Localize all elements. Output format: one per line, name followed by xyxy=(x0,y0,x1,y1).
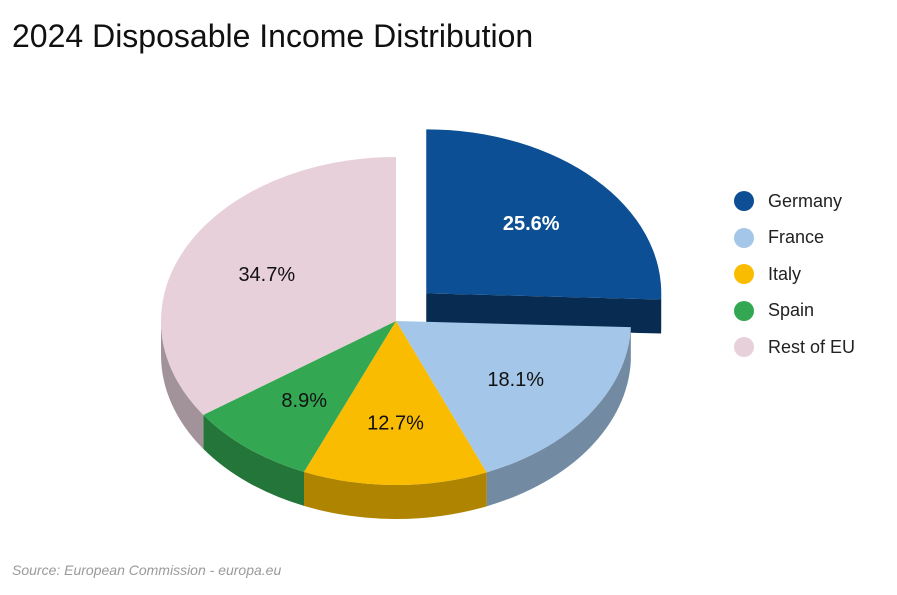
data-label-italy: 12.7% xyxy=(367,413,424,435)
slice-rest-of-eu xyxy=(161,157,396,415)
slice-italy xyxy=(304,321,487,485)
data-label-germany: 25.6% xyxy=(503,213,560,235)
legend-label: Germany xyxy=(768,190,843,211)
legend-item-italy: Italy xyxy=(734,256,855,293)
legend-label: Rest of EU xyxy=(768,336,856,357)
pie-labels: 25.6% 18.1% 12.7% 8.9% 34.7% xyxy=(238,213,559,435)
legend-label: France xyxy=(768,227,825,248)
slice-france xyxy=(396,321,631,473)
legend-label: Spain xyxy=(768,300,815,321)
slice-side-rest-of-eu xyxy=(161,321,204,449)
legend-item-spain: Spain xyxy=(734,293,855,330)
legend: Germany France Italy Spain Rest of EU xyxy=(734,183,855,366)
legend-swatch xyxy=(734,264,754,285)
data-label-spain: 8.9% xyxy=(281,390,327,412)
slice-side-france xyxy=(486,327,631,507)
data-label-france: 18.1% xyxy=(487,369,544,391)
slice-germany xyxy=(426,129,662,300)
legend-item-rest-of-eu: Rest of EU xyxy=(734,329,855,366)
legend-swatch xyxy=(734,300,754,321)
slice-spain xyxy=(203,321,396,472)
pie-tops xyxy=(161,129,662,485)
source-note: Source: European Commission - europa.eu xyxy=(12,562,282,578)
legend-swatch xyxy=(734,191,754,212)
legend-label: Italy xyxy=(768,263,802,284)
chart-title: 2024 Disposable Income Distribution xyxy=(12,18,534,54)
legend-swatch xyxy=(734,227,754,248)
slice-side-spain xyxy=(203,414,305,506)
legend-item-germany: Germany xyxy=(734,183,855,220)
legend-item-france: France xyxy=(734,220,855,257)
data-label-rest-of-eu: 34.7% xyxy=(238,264,295,286)
slice-side-italy xyxy=(304,471,487,519)
legend-swatch xyxy=(734,337,754,358)
